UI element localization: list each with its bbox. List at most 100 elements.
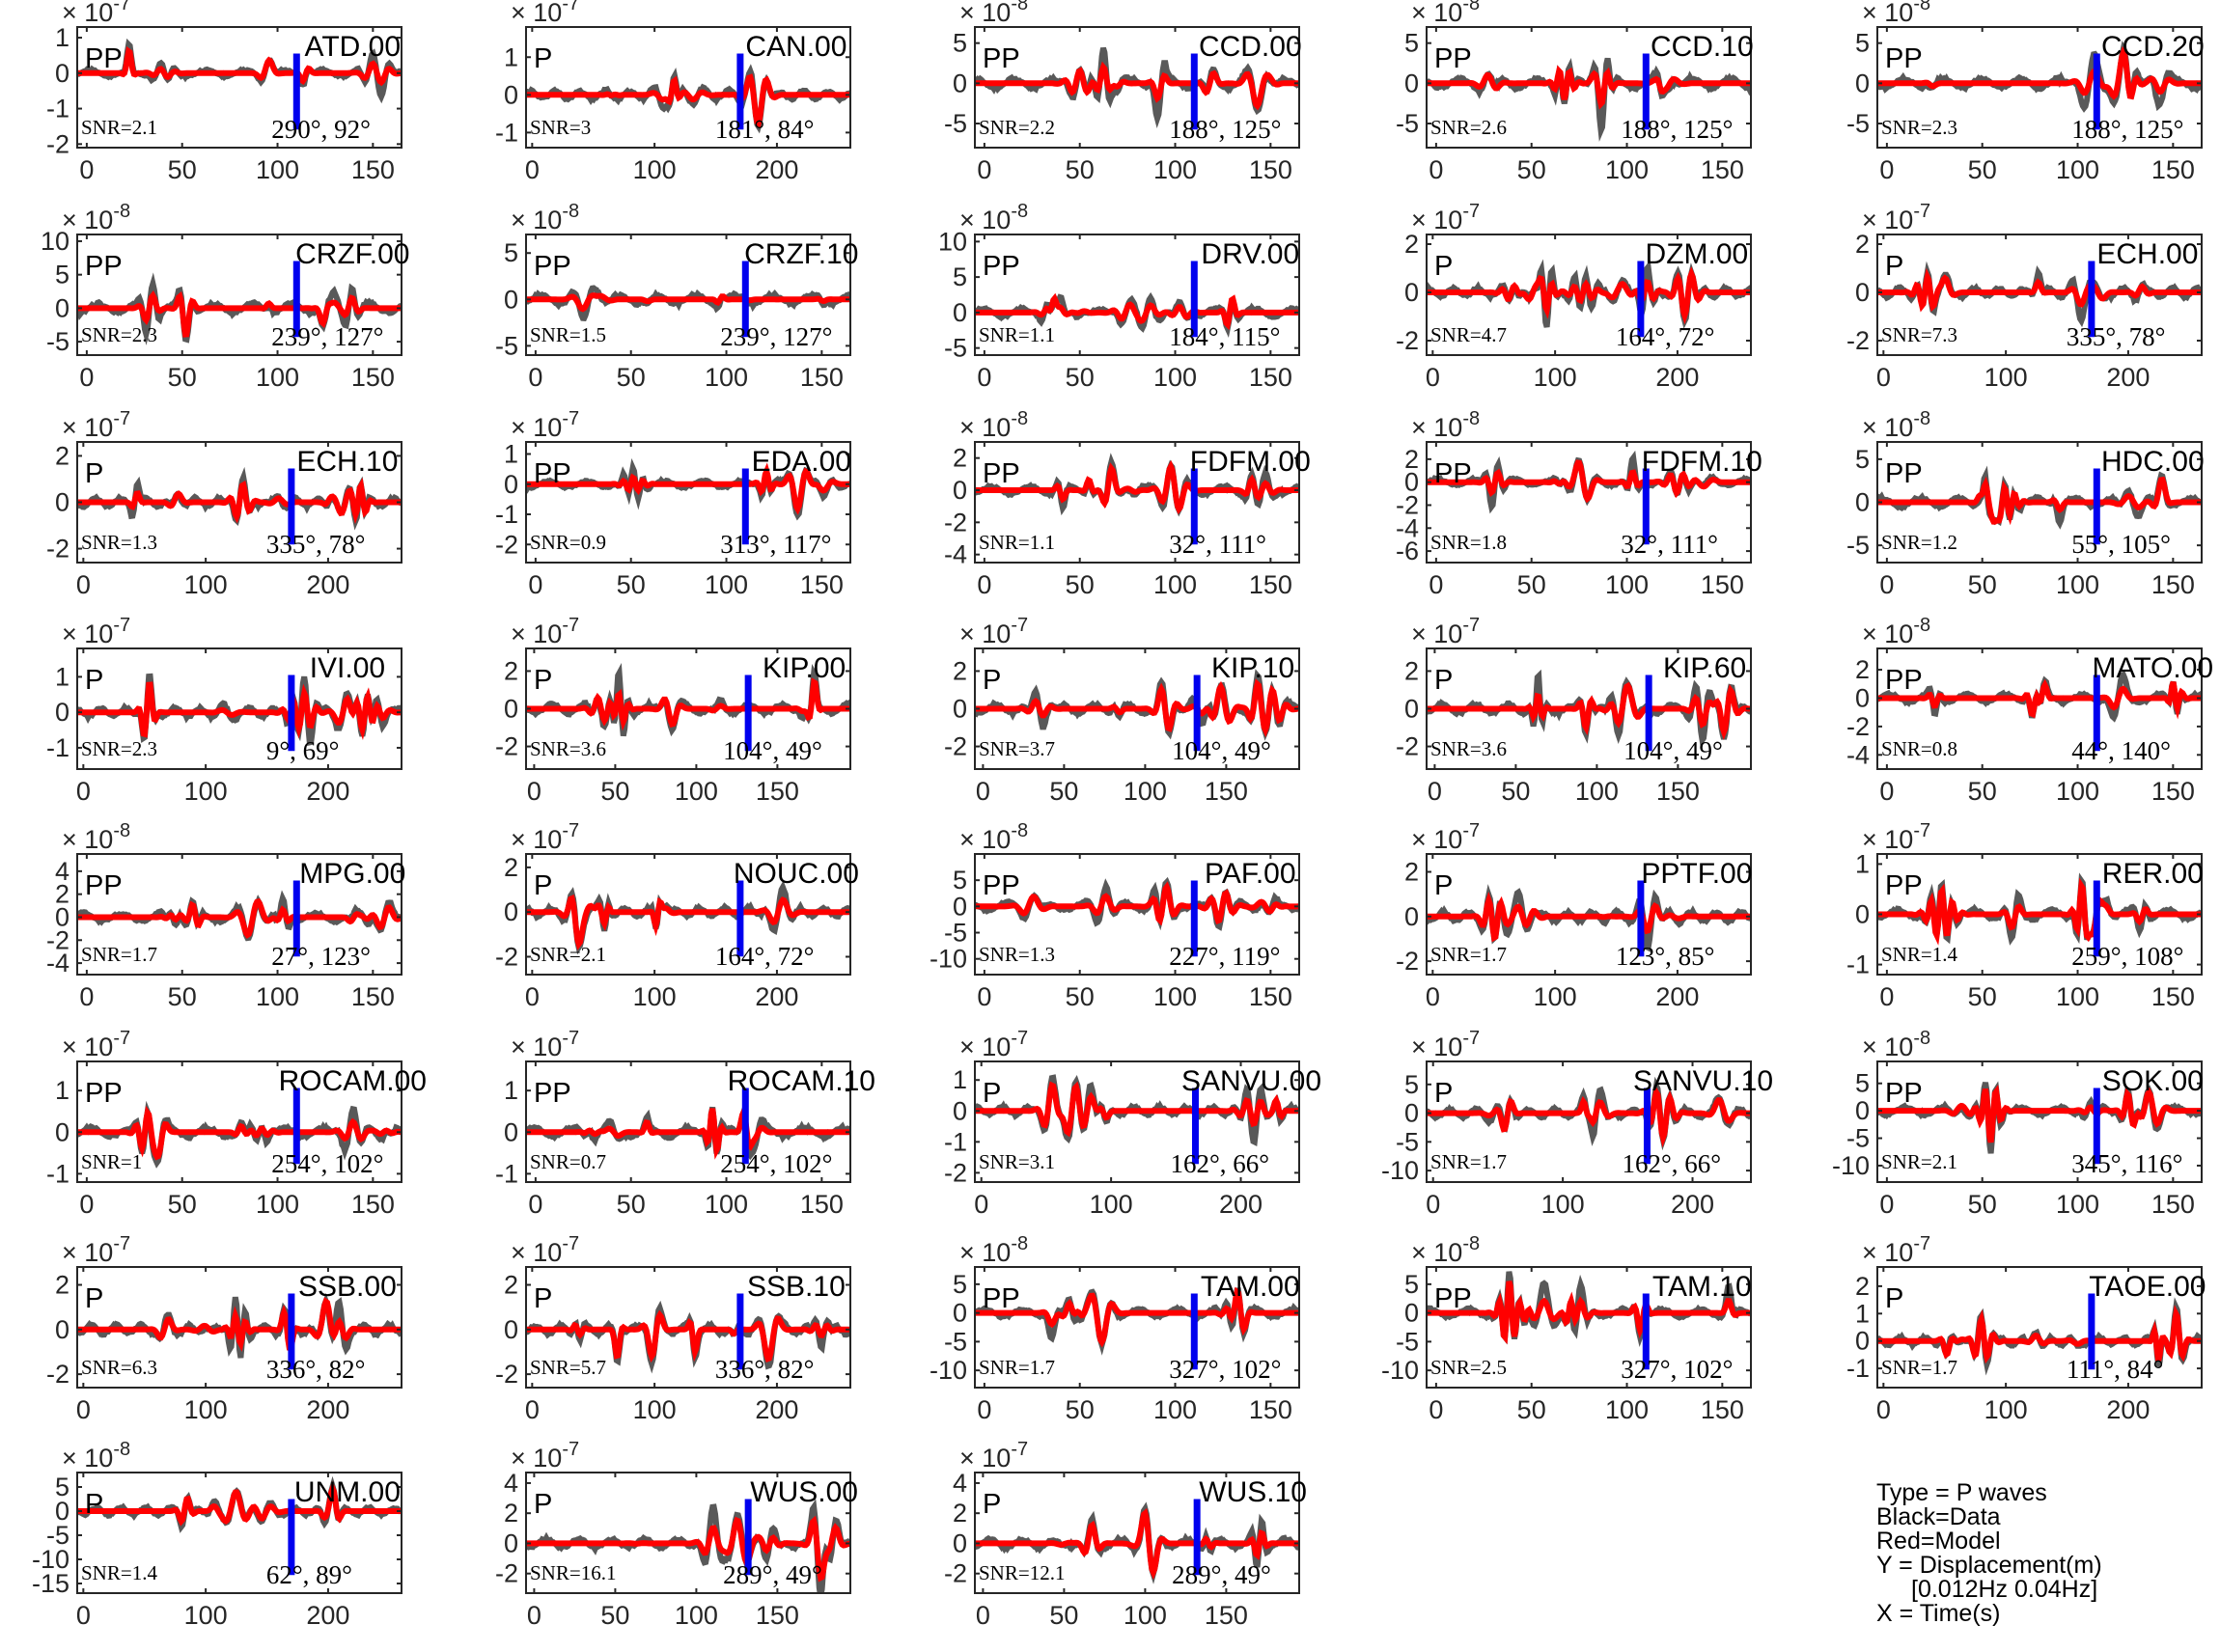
x-tick-label: 0 (528, 570, 542, 599)
model-trace (77, 1106, 402, 1161)
y-tick-label: 5 (1404, 29, 1419, 58)
y-tick-label: 0 (1404, 69, 1419, 97)
x-tick-label: 0 (1879, 1190, 1894, 1219)
x-tick-label: 200 (1655, 982, 1699, 1011)
model-trace (526, 1104, 850, 1160)
model-trace (1427, 1085, 1751, 1148)
axes-box (1426, 234, 1752, 356)
axis-exponent: × 10-7 (1411, 201, 1480, 234)
y-tick-label: 0 (1404, 1099, 1419, 1128)
phase-label: PP (534, 458, 571, 489)
station-label: KIP.00 (763, 652, 846, 684)
y-tick-label: 0 (1404, 1299, 1419, 1328)
y-tick-label: 0 (1855, 683, 1870, 712)
x-tick-label: 150 (1656, 777, 1700, 806)
axes-box (1426, 853, 1752, 976)
y-tick-label: 0 (1855, 1096, 1870, 1125)
y-tick-label: -2 (944, 732, 967, 761)
axes-box (76, 1060, 402, 1183)
model-trace (975, 678, 1299, 738)
model-trace (1427, 892, 1751, 943)
y-tick-label: 1 (504, 42, 518, 71)
model-trace (975, 881, 1299, 926)
x-tick-label: 100 (2056, 570, 2099, 599)
axes-box (974, 441, 1300, 564)
x-tick-label: 50 (617, 1190, 646, 1219)
station-label: TAOE.00 (2089, 1271, 2206, 1303)
x-tick-label: 100 (1153, 1395, 1197, 1424)
y-tick-label: 0 (504, 80, 518, 109)
y-tick-label: -5 (1396, 1327, 1419, 1356)
azimuth-distance-label: 335°, 78° (266, 530, 366, 559)
waveform-panel: 0 50 100 150 -2 0 2 × 10-7 P KIP.10 SNR=3.7 104°, 4… (944, 615, 1300, 806)
snr-label: SNR=2.1 (81, 116, 157, 139)
y-tick-label: -2 (495, 1559, 518, 1588)
y-tick-label: 0 (504, 470, 518, 499)
y-tick-label: -5 (1396, 1127, 1419, 1156)
axis-exponent: × 10-8 (1862, 0, 1930, 27)
y-tick-label: 4 (504, 1469, 518, 1498)
axes-box (1876, 647, 2203, 770)
y-tick-label: 0 (504, 1528, 518, 1557)
x-tick-label: 50 (1066, 363, 1095, 392)
x-tick-label: 100 (1090, 1190, 1133, 1219)
azimuth-distance-label: 164°, 72° (715, 942, 815, 971)
waveform-panel: 0 50 100 150 -5 0 5 10× 10-8 PP DRV.00 SNR=1.1 184°… (938, 201, 1300, 392)
phase-label: PP (983, 251, 1020, 282)
axis-exponent: × 10-7 (1862, 820, 1930, 854)
y-tick-label: 1 (504, 1076, 518, 1105)
station-label: CAN.00 (745, 31, 846, 63)
x-tick-label: 200 (1671, 1190, 1714, 1219)
axes-box (974, 1060, 1300, 1183)
station-label: IVI.00 (310, 652, 385, 684)
azimuth-distance-label: 327°, 102° (1169, 1355, 1281, 1384)
y-tick-label: -2 (495, 942, 518, 971)
x-tick-label: 150 (351, 1190, 395, 1219)
y-tick-label: 2 (504, 853, 518, 882)
phase-label: P (1885, 1283, 1903, 1314)
axes-box (525, 1266, 851, 1389)
y-tick-label: 5 (1855, 445, 1870, 474)
x-tick-label: 200 (755, 982, 798, 1011)
y-tick-label: 0 (1855, 1327, 1870, 1356)
y-tick-label: 0 (1855, 278, 1870, 307)
x-tick-label: 150 (1249, 982, 1292, 1011)
x-tick-label: 200 (306, 570, 349, 599)
snr-label: SNR=1.7 (979, 1356, 1055, 1379)
y-tick-label: 4 (55, 857, 69, 886)
y-tick-label: 2 (953, 1499, 967, 1528)
x-tick-label: 0 (1876, 1395, 1891, 1424)
y-tick-label: 2 (1855, 1272, 1870, 1301)
phase-label: PP (85, 251, 123, 282)
station-label: ATD.00 (305, 31, 401, 63)
x-tick-label: 0 (1879, 777, 1894, 806)
y-tick-label: 5 (953, 1270, 967, 1299)
y-tick-label: -1 (495, 118, 518, 147)
y-tick-label: 2 (55, 880, 69, 909)
y-tick-label: -1 (1846, 950, 1870, 979)
snr-label: SNR=1.7 (1430, 1150, 1507, 1173)
model-trace (1877, 267, 2202, 313)
axis-exponent: × 10-7 (1411, 1028, 1480, 1061)
x-tick-label: 150 (1701, 155, 1744, 184)
y-tick-label: 0 (953, 892, 967, 921)
azimuth-distance-label: 254°, 102° (271, 1149, 383, 1178)
x-tick-label: 100 (675, 777, 718, 806)
x-tick-label: 50 (1968, 777, 1997, 806)
y-tick-label: -10 (1832, 1151, 1870, 1180)
y-tick-label: -15 (32, 1569, 69, 1598)
y-tick-label: 1 (55, 1076, 69, 1105)
x-tick-label: 0 (1429, 155, 1443, 184)
x-tick-label: 200 (755, 1395, 798, 1424)
y-tick-label: 5 (953, 262, 967, 291)
x-tick-label: 50 (1968, 570, 1997, 599)
azimuth-distance-label: 32°, 111° (1169, 530, 1266, 559)
model-trace (77, 1480, 402, 1527)
legend-line: [0.012Hz 0.04Hz] (1911, 1576, 2097, 1603)
x-tick-label: 150 (1701, 1395, 1744, 1424)
axis-exponent: × 10-7 (511, 0, 579, 27)
x-tick-label: 100 (184, 1601, 228, 1630)
